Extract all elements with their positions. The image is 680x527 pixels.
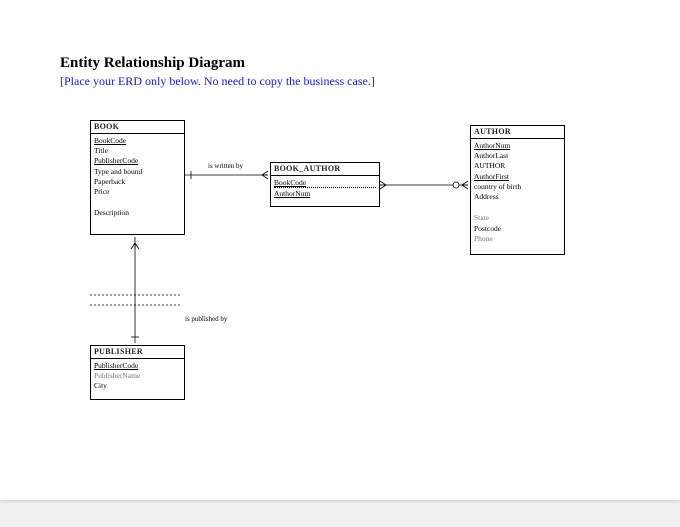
entity-attr: AUTHOR — [474, 161, 561, 171]
entity-attr: country of birth — [474, 182, 561, 192]
entity-attr: Phone — [474, 233, 561, 243]
erd-canvas: BOOKBookCodeTitlePublisherCodeType and b… — [90, 120, 610, 450]
page-instruction: [Place your ERD only below. No need to c… — [60, 74, 375, 89]
entity-attr: BookCode — [274, 177, 376, 188]
entity-attr: AuthorNum — [274, 188, 376, 198]
entity-body: BookCodeAuthorNum — [271, 176, 379, 201]
document-page: Entity Relationship Diagram [Place your … — [0, 0, 680, 500]
entity-title: BOOK — [91, 121, 184, 134]
entity-attr: PublisherName — [94, 370, 181, 380]
entity-attr — [474, 202, 561, 212]
entity-body: AuthorNumAuthorLastAUTHORAuthorFirstcoun… — [471, 139, 564, 246]
entity-book: BOOKBookCodeTitlePublisherCodeType and b… — [90, 120, 185, 235]
entity-attr: BookCode — [94, 135, 181, 145]
entity-attr: AuthorLast — [474, 150, 561, 160]
entity-attr — [94, 197, 181, 207]
entity-attr: Postcode — [474, 223, 561, 233]
entity-title: AUTHOR — [471, 126, 564, 139]
entity-attr: Paperback — [94, 177, 181, 187]
entity-attr: PublisherCode — [94, 156, 181, 166]
entity-body: BookCodeTitlePublisherCodeType and bound… — [91, 134, 184, 220]
entity-publisher: PUBLISHERPublisherCodePublisherNameCity — [90, 345, 185, 400]
entity-author: AUTHORAuthorNumAuthorLastAUTHORAuthorFir… — [470, 125, 565, 255]
page-title: Entity Relationship Diagram — [60, 55, 245, 72]
entity-book_author: BOOK_AUTHORBookCodeAuthorNum — [270, 162, 380, 207]
entity-attr: Type and bound — [94, 166, 181, 176]
entity-attr: AuthorNum — [474, 140, 561, 150]
entity-attr: PublisherCode — [94, 360, 181, 370]
relationship-label: is written by — [208, 162, 243, 170]
entity-attr: Address — [474, 192, 561, 202]
entity-title: PUBLISHER — [91, 346, 184, 359]
entity-attr: Price — [94, 187, 181, 197]
entity-title: BOOK_AUTHOR — [271, 163, 379, 176]
relationship-label: is published by — [185, 315, 227, 323]
entity-attr: State — [474, 213, 561, 223]
entity-attr: Title — [94, 145, 181, 155]
entity-body: PublisherCodePublisherNameCity — [91, 359, 184, 393]
entity-attr: AuthorFirst — [474, 171, 561, 181]
entity-attr: Description — [94, 208, 181, 218]
entity-attr: City — [94, 381, 181, 391]
